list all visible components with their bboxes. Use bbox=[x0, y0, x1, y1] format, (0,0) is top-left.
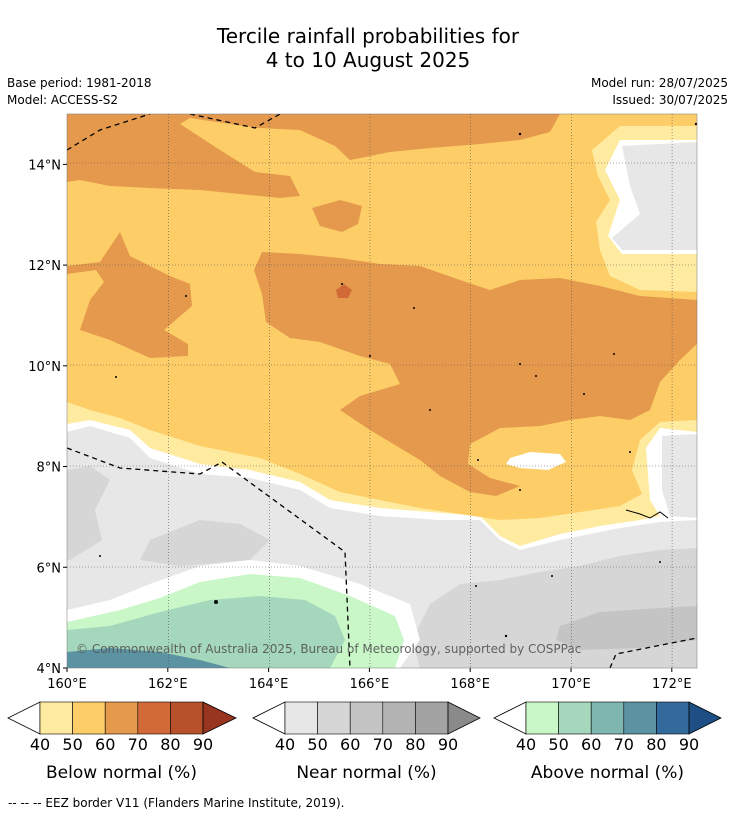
near-normal-50-region-mid bbox=[140, 520, 270, 566]
probability-field bbox=[67, 114, 697, 668]
colorbar-segment bbox=[590, 701, 625, 735]
x-tick-label: 162°E bbox=[148, 677, 188, 692]
near-normal-50-region-west bbox=[67, 466, 110, 560]
gridlines bbox=[67, 114, 697, 668]
colorbar-label: Above normal (%) bbox=[531, 763, 684, 783]
colorbar-label: Below normal (%) bbox=[46, 763, 197, 783]
colorbar-segment bbox=[104, 701, 139, 735]
colorbar-tick-label: 90 bbox=[438, 735, 458, 754]
islands bbox=[99, 122, 697, 638]
colorbar-segment bbox=[72, 701, 106, 735]
colorbar-tick-label: 60 bbox=[581, 735, 601, 754]
y-axis-ticks: 14°N 12°N 10°N 8°N 6°N 4°N bbox=[28, 158, 67, 677]
y-tick-label: 14°N bbox=[28, 158, 61, 173]
colorbar-segment bbox=[656, 701, 690, 735]
y-tick-label: 8°N bbox=[37, 461, 62, 476]
eez-borders bbox=[67, 114, 697, 668]
below-normal-60-patch bbox=[312, 200, 362, 232]
y-tick-label: 10°N bbox=[28, 360, 61, 375]
near-normal-ne-region bbox=[612, 142, 697, 250]
near-normal-east-region bbox=[662, 434, 697, 518]
colorbar-under-arrow bbox=[7, 701, 41, 735]
chart-title-line2: 4 to 10 August 2025 bbox=[265, 48, 471, 72]
colorbar-under-arrow bbox=[252, 701, 286, 735]
eez-footnote: -- -- -- EEZ border V11 (Flanders Marine… bbox=[8, 796, 345, 810]
issued-date: Issued: 30/07/2025 bbox=[612, 93, 728, 107]
colorbar-over-arrow bbox=[688, 701, 722, 735]
x-tick-label: 170°E bbox=[551, 677, 591, 692]
y-tick-label: 4°N bbox=[37, 662, 62, 677]
colorbar-under-arrow bbox=[493, 701, 527, 735]
model-run: Model run: 28/07/2025 bbox=[590, 76, 728, 90]
model-name: Model: ACCESS-S2 bbox=[7, 93, 119, 107]
colorbar-segment bbox=[415, 701, 449, 735]
y-tick-label: 12°N bbox=[28, 259, 61, 274]
colorbar-tick-label: 40 bbox=[30, 735, 50, 754]
colorbar-tick-label: 80 bbox=[160, 735, 180, 754]
y-tick-label: 6°N bbox=[37, 561, 62, 576]
colorbar-segment bbox=[525, 701, 559, 735]
x-axis-ticks: 160°E 162°E 164°E 166°E 168°E 170°E 172°E bbox=[47, 668, 692, 692]
colorbar-over-arrow bbox=[447, 701, 481, 735]
colorbar-tick-label: 90 bbox=[193, 735, 213, 754]
x-tick-label: 172°E bbox=[652, 677, 692, 692]
map-frame bbox=[66, 113, 698, 669]
colorbar-tick-label: 80 bbox=[646, 735, 666, 754]
colorbar-segment bbox=[39, 701, 73, 735]
colorbar-segment bbox=[558, 701, 592, 735]
colorbar-tick-label: 40 bbox=[275, 735, 295, 754]
colorbar-segment bbox=[349, 701, 384, 735]
copyright-notice: © Commonwealth of Australia 2025, Bureau… bbox=[76, 642, 581, 656]
x-tick-label: 164°E bbox=[249, 677, 289, 692]
below-normal-60-central bbox=[254, 252, 697, 496]
x-tick-label: 168°E bbox=[450, 677, 490, 692]
colorbar-tick-label: 90 bbox=[679, 735, 699, 754]
colorbar-segment bbox=[137, 701, 171, 735]
above-normal-70-region bbox=[67, 648, 230, 668]
colorbar-tick-label: 70 bbox=[128, 735, 148, 754]
colorbar-segment bbox=[382, 701, 416, 735]
colorbar-segment bbox=[170, 701, 204, 735]
x-tick-label: 166°E bbox=[350, 677, 390, 692]
colorbar-tick-label: 60 bbox=[95, 735, 115, 754]
colorbar-tick-label: 40 bbox=[516, 735, 536, 754]
chart-title-line1: Tercile rainfall probabilities for bbox=[216, 24, 520, 48]
base-period: Base period: 1981-2018 bbox=[7, 76, 152, 90]
colorbar-3: 40 50 60 70 80 90 Above normal (%) bbox=[493, 701, 722, 783]
colorbar-label: Near normal (%) bbox=[296, 763, 436, 783]
colorbar-segment bbox=[623, 701, 657, 735]
colorbar-1: 40 50 60 70 80 90 Below normal (%) bbox=[7, 701, 237, 783]
colorbar-tick-label: 50 bbox=[307, 735, 327, 754]
colorbar-segment bbox=[317, 701, 351, 735]
x-tick-label: 160°E bbox=[47, 677, 87, 692]
colorbar-tick-label: 70 bbox=[373, 735, 393, 754]
colorbar-tick-label: 60 bbox=[340, 735, 360, 754]
colorbar-tick-label: 50 bbox=[62, 735, 82, 754]
colorbars: 40 50 60 70 80 90 Below normal (%) 40 50 60 70 80 90… bbox=[7, 701, 722, 783]
below-normal-60-west-blob bbox=[67, 232, 192, 358]
below-normal-60-region bbox=[67, 114, 560, 198]
colorbar-tick-label: 70 bbox=[614, 735, 634, 754]
colorbar-tick-label: 80 bbox=[405, 735, 425, 754]
colorbar-segment bbox=[284, 701, 318, 735]
near-normal-60-region bbox=[556, 606, 697, 650]
colorbar-tick-label: 50 bbox=[548, 735, 568, 754]
above-normal-50-region bbox=[67, 596, 345, 668]
colorbar-over-arrow bbox=[202, 701, 237, 735]
central-gap bbox=[506, 452, 566, 470]
below-normal-70-patch bbox=[336, 284, 352, 298]
